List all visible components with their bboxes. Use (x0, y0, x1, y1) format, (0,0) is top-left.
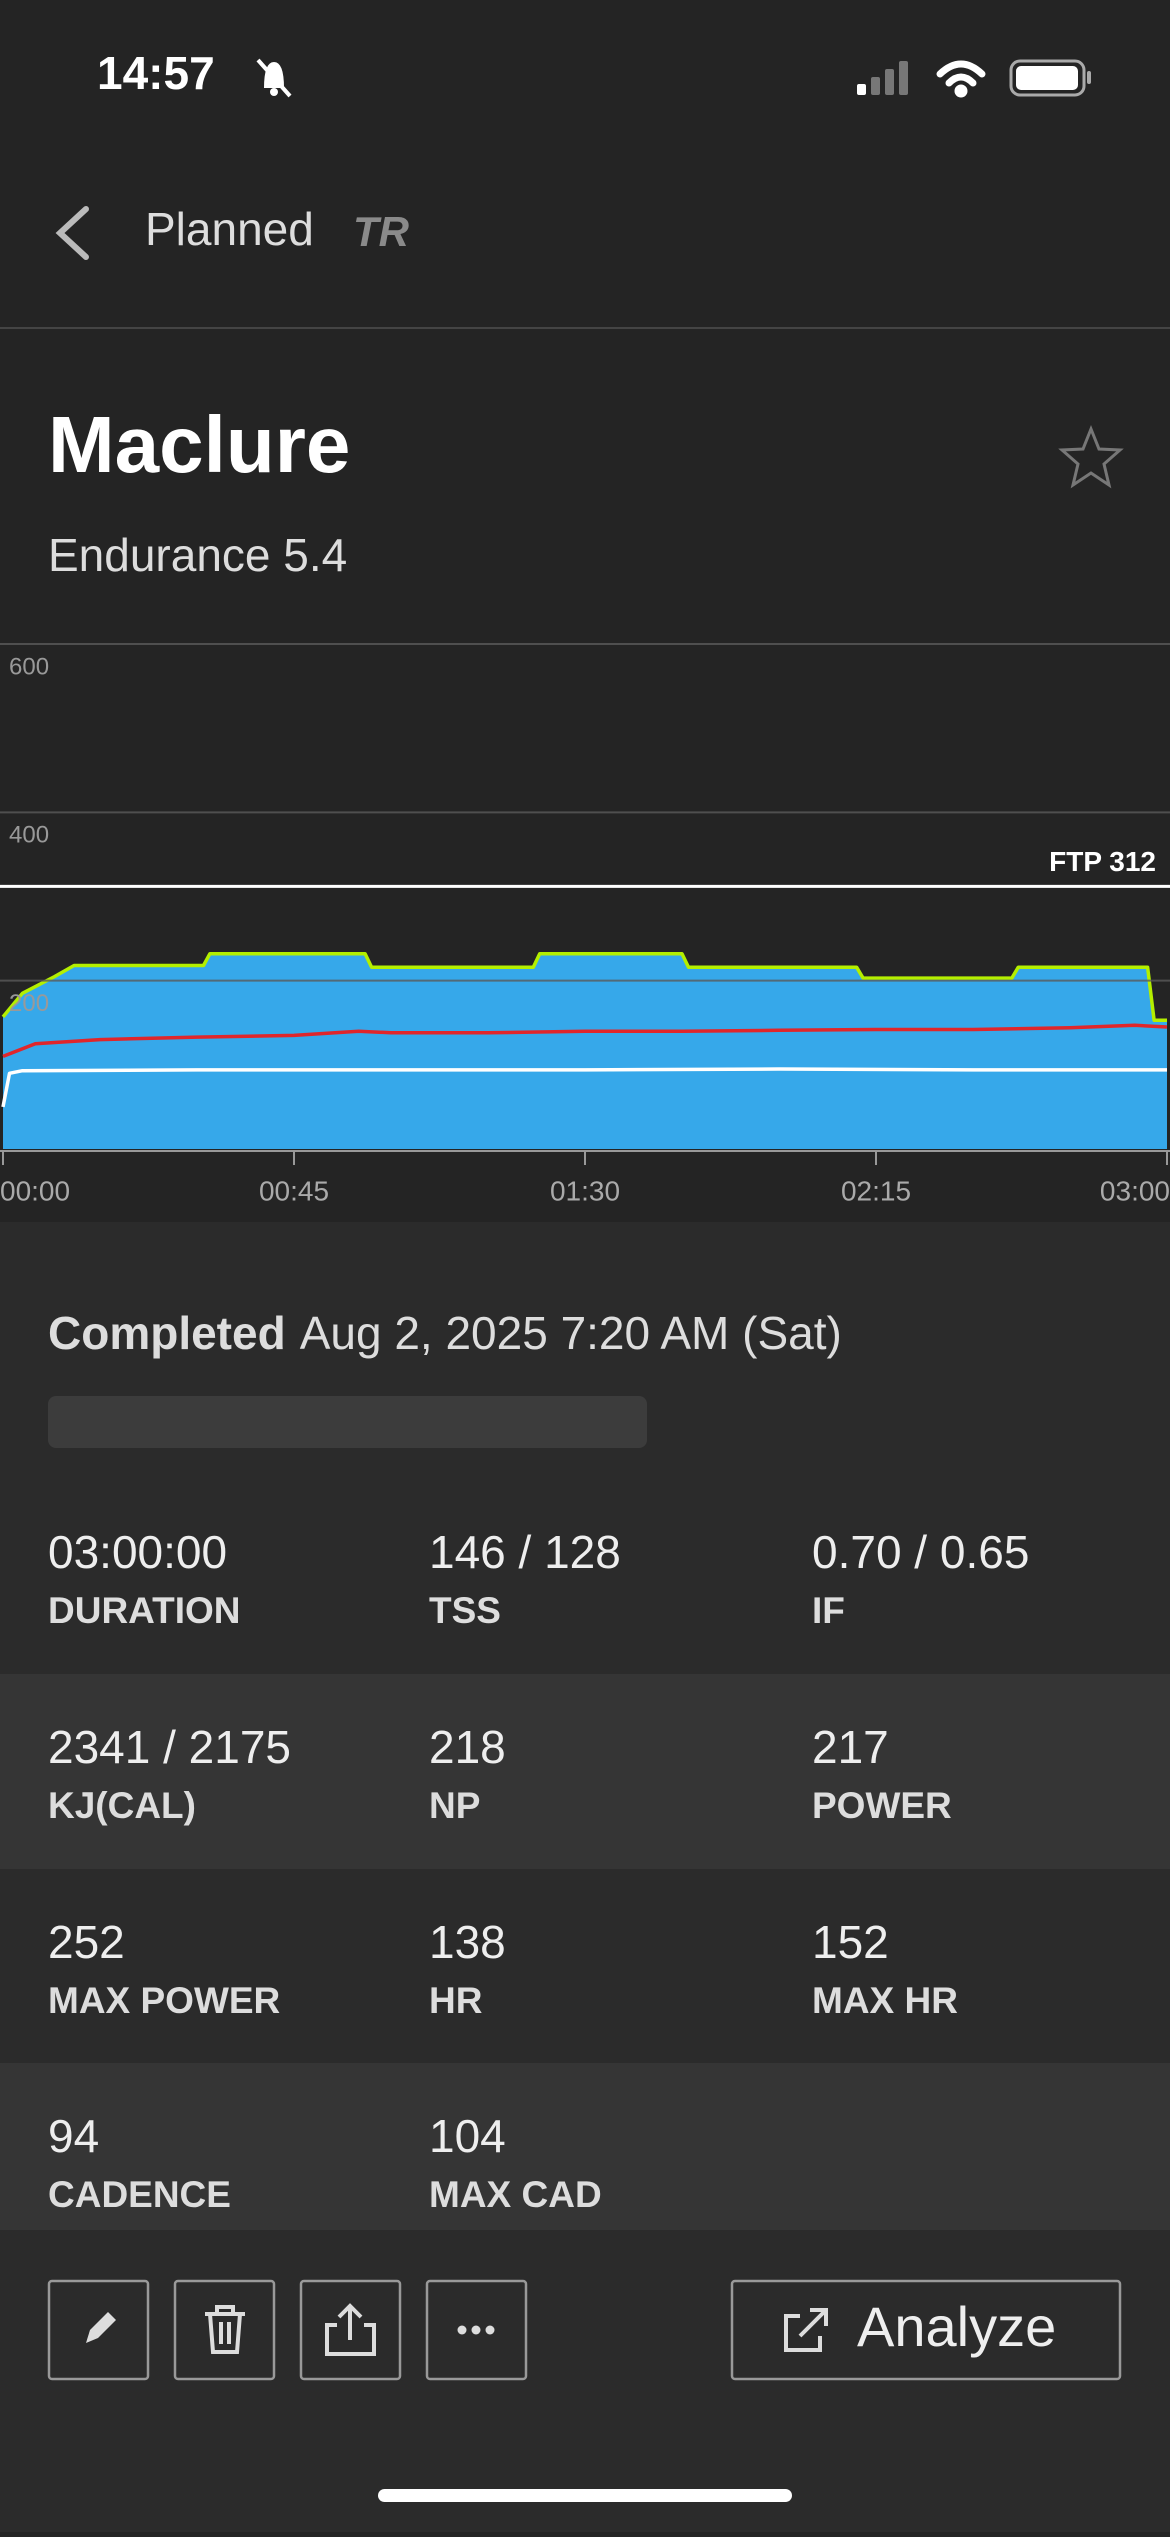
stat-label: KJ(CAL) (48, 1785, 196, 1826)
stats-row (0, 1479, 1170, 1674)
x-tick-label: 02:15 (841, 1175, 911, 1206)
action-bar (0, 2230, 1170, 2532)
power-area (3, 953, 1167, 1149)
series-line (1, 951, 1167, 1022)
stat-label: CADENCE (48, 2174, 231, 2215)
stat-value: 146 / 128 (429, 1526, 621, 1578)
x-tick-label: 00:00 (0, 1175, 70, 1206)
completion-status: Completed (48, 1307, 286, 1359)
stats: 03:00:00 DURATION 146 / 128 TSS 0.70 / 0.65 I… (0, 1479, 1170, 2230)
favorite-star[interactable] (1058, 424, 1124, 489)
stat-value: 03:00:00 (48, 1526, 227, 1578)
analyze-label[interactable]: Analyze (857, 2295, 1056, 2358)
stat-label: MAX CAD (429, 2174, 602, 2215)
signal-icon (857, 61, 908, 95)
back-label[interactable]: Planned (145, 203, 314, 255)
battery-icon (1009, 59, 1091, 97)
home-indicator (378, 2489, 792, 2502)
share-button[interactable] (299, 2279, 402, 2381)
y-tick-label: 200 (9, 990, 49, 1017)
x-tick-label: 01:30 (550, 1175, 620, 1206)
y-tick-label: 400 (9, 822, 49, 849)
stat-label: NP (429, 1785, 480, 1826)
tr-logo: TR (353, 208, 410, 255)
stats-row (0, 2063, 1170, 2230)
y-tick-label: 600 (9, 653, 49, 680)
bell-muted-icon (256, 58, 292, 98)
stats-row (0, 1674, 1170, 1869)
back-button[interactable] (55, 206, 89, 260)
stat-label: DURATION (48, 1590, 241, 1631)
edit-button[interactable] (47, 2279, 150, 2381)
workout-subtitle: Endurance 5.4 (48, 529, 347, 581)
wifi-icon (936, 60, 986, 98)
status-time: 14:57 (97, 47, 215, 99)
stat-label: TSS (429, 1590, 501, 1631)
stat-value: 0.70 / 0.65 (812, 1526, 1029, 1578)
stat-label: POWER (812, 1785, 952, 1826)
stat-label: HR (429, 1980, 482, 2021)
series-line (1, 1067, 1167, 1108)
completion-line: Completed Aug 2, 2025 7:20 AM (Sat) (48, 1307, 842, 1359)
completion-date: Aug 2, 2025 7:20 AM (Sat) (300, 1307, 842, 1359)
ftp-label: FTP 312 (1049, 846, 1156, 877)
workout-title: Maclure (48, 400, 350, 489)
stat-label: MAX HR (812, 1980, 958, 2021)
x-tick-label: 03:00 (1100, 1175, 1170, 1206)
stat-value: 94 (48, 2110, 99, 2162)
stats-row (0, 1869, 1170, 2064)
series-line (2, 1023, 1168, 1059)
delete-button[interactable] (173, 2279, 276, 2381)
stat-label: MAX POWER (48, 1980, 280, 2021)
stat-label: IF (812, 1590, 845, 1631)
x-tick-label: 00:45 (259, 1175, 329, 1206)
stat-value: 152 (812, 1916, 889, 1968)
stat-value: 104 (429, 2110, 506, 2162)
stat-value: 2341 / 2175 (48, 1721, 291, 1773)
stat-value: 138 (429, 1916, 506, 1968)
stat-value: 252 (48, 1916, 125, 1968)
chart: 200 400 600 FTP 312 00:00 00:45 01:30 02:15 03:0… (0, 643, 1170, 1206)
stat-value: 217 (812, 1721, 889, 1773)
analyze-button[interactable]: Analyze (730, 2279, 1122, 2381)
stat-value: 218 (429, 1721, 506, 1773)
progress-bar (48, 1396, 647, 1448)
more-button[interactable] (425, 2279, 528, 2381)
